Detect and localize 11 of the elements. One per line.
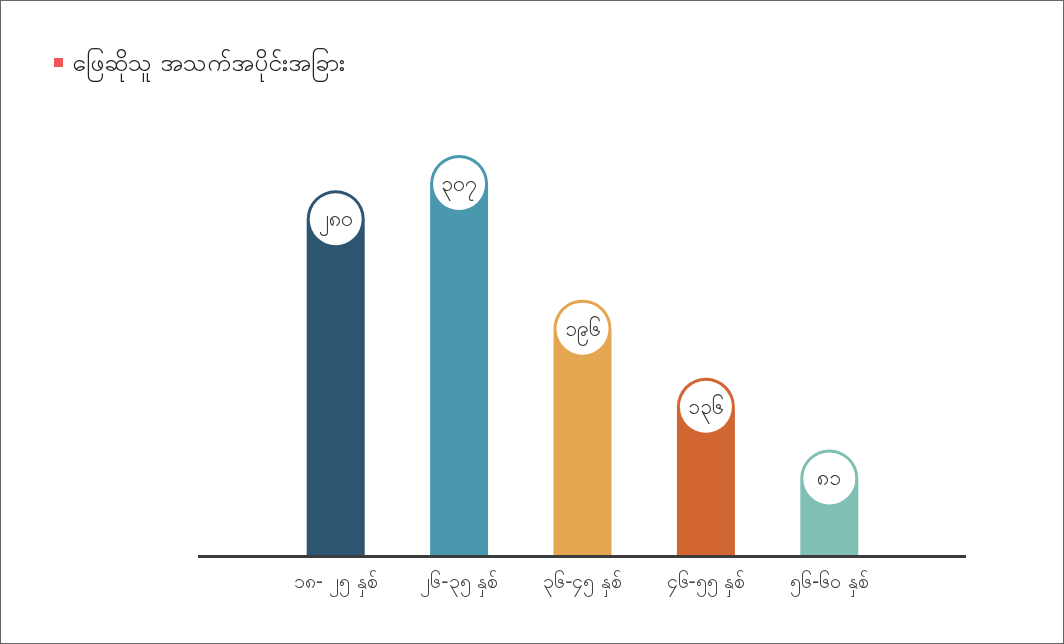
data-label: ၂၈၀ <box>318 207 353 237</box>
title: ဖြေဆိုသူ အသက်အပိုင်းအခြား <box>72 38 345 88</box>
data-label: ၁၃၆ <box>687 393 724 424</box>
x-tick-label: ၁၈- ၂၅ နှစ် <box>293 569 378 597</box>
x-tick-label: ၃၆-၄၅ နှစ် <box>543 569 622 597</box>
x-tick-label: ၄၆-၅၅ နှစ် <box>666 569 746 597</box>
data-label: ၃၀၇ <box>441 172 478 201</box>
data-label: ၁၉၆ <box>564 315 601 346</box>
x-tick-label: ၂၆-၃၅ နှစ် <box>420 569 498 597</box>
x-tick-label: ၅၆-၆၀ နှစ် <box>790 569 869 597</box>
data-label: ၈၁ <box>817 466 842 491</box>
